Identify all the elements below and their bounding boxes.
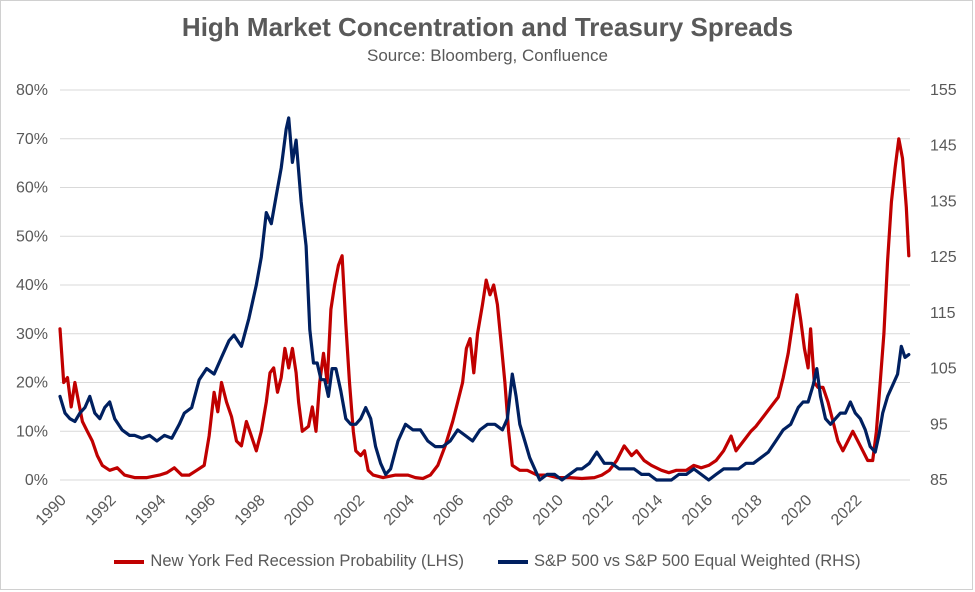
- y-left-tick-label: 50%: [16, 228, 48, 245]
- legend-label: New York Fed Recession Probability (LHS): [150, 552, 465, 570]
- legend-item-sp500-ratio: S&P 500 vs S&P 500 Equal Weighted (RHS): [498, 552, 861, 571]
- y-right-tick-label: 155: [930, 82, 957, 99]
- x-tick-label: 1998: [232, 492, 269, 529]
- y-left-tick-label: 60%: [16, 180, 48, 197]
- y-left-tick-label: 0%: [25, 472, 48, 489]
- legend-item-recession-probability: New York Fed Recession Probability (LHS): [114, 552, 464, 571]
- x-tick-label: 2016: [679, 492, 716, 529]
- x-tick-label: 1996: [182, 492, 219, 529]
- y-right-tick-label: 135: [930, 193, 957, 210]
- y-left-tick-label: 10%: [16, 423, 48, 440]
- legend-swatch-red: [114, 559, 145, 564]
- x-tick-label: 2014: [629, 492, 666, 529]
- y-right-tick-label: 85: [930, 472, 948, 489]
- y-left-tick-label: 70%: [16, 131, 48, 148]
- series-line-sp500-ratio: [58, 116, 911, 482]
- x-tick-label: 1990: [33, 492, 70, 529]
- x-tick-label: 2006: [430, 492, 467, 529]
- chart-legend: New York Fed Recession Probability (LHS)…: [0, 552, 975, 571]
- x-tick-label: 2010: [530, 492, 567, 529]
- y-right-tick-label: 145: [930, 138, 957, 155]
- y-left-tick-label: 40%: [16, 277, 48, 294]
- y-right-tick-label: 95: [930, 416, 948, 433]
- x-tick-label: 2018: [729, 492, 766, 529]
- y-left-tick-label: 20%: [16, 375, 48, 392]
- y-right-tick-label: 105: [930, 361, 957, 378]
- chart-subtitle: Source: Bloomberg, Confluence: [367, 46, 608, 65]
- series-line-recession-probability: [58, 137, 911, 481]
- x-tick-label: 2012: [579, 492, 616, 529]
- y-right-tick-label: 115: [930, 305, 956, 322]
- x-tick-label: 2000: [281, 492, 318, 529]
- y-left-tick-label: 30%: [16, 326, 48, 343]
- x-tick-label: 1992: [82, 492, 119, 529]
- legend-swatch-navy: [498, 559, 529, 564]
- x-tick-label: 2022: [828, 492, 865, 529]
- x-tick-label: 1994: [132, 492, 169, 529]
- x-tick-label: 2004: [381, 492, 418, 529]
- y-left-tick-label: 80%: [16, 82, 48, 99]
- x-tick-label: 2002: [331, 492, 368, 529]
- chart-title: High Market Concentration and Treasury S…: [181, 12, 794, 42]
- y-right-tick-label: 125: [930, 249, 957, 266]
- x-tick-label: 2008: [480, 492, 517, 529]
- legend-label: S&P 500 vs S&P 500 Equal Weighted (RHS): [534, 552, 861, 570]
- x-tick-label: 2020: [778, 492, 815, 529]
